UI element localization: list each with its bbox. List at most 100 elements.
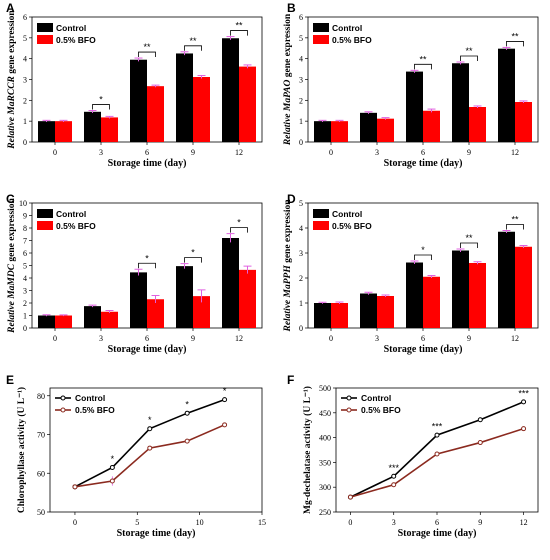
panel-letter: F xyxy=(287,373,294,387)
bar-control xyxy=(498,231,515,328)
x-tick-label: 0 xyxy=(348,518,352,527)
bar-bfo xyxy=(423,276,440,328)
y-tick-label: 500 xyxy=(319,384,331,393)
bar-bfo xyxy=(239,66,256,142)
y-tick-label: 70 xyxy=(37,431,45,440)
y-axis-label-rest: gene expression xyxy=(7,197,17,264)
significance-label: * xyxy=(421,245,425,255)
data-point xyxy=(434,432,440,438)
y-tick-label: 2 xyxy=(299,96,303,105)
panel-letter: E xyxy=(6,373,14,387)
bar-control xyxy=(38,315,55,328)
bar-bfo xyxy=(101,311,118,328)
x-tick-label: 9 xyxy=(467,148,471,157)
data-point xyxy=(184,410,190,416)
significance-label: *** xyxy=(432,422,443,432)
data-point xyxy=(391,473,397,479)
bar-control xyxy=(498,48,515,142)
data-point xyxy=(477,417,483,423)
y-axis-label-unit: (U L⁻¹) xyxy=(302,386,313,416)
legend-label: Control xyxy=(56,23,86,33)
significance-bracket xyxy=(92,104,110,110)
bar-control xyxy=(314,121,331,142)
legend-label: 0.5% BFO xyxy=(56,221,96,231)
significance-label: * xyxy=(99,95,103,105)
significance-label: ** xyxy=(419,54,427,64)
y-axis-label-gene: Relative MaPPH xyxy=(283,265,293,333)
y-tick-label: 3 xyxy=(23,76,27,85)
x-tick-label: 12 xyxy=(235,334,243,343)
panel-e: E 50 60 70 80 0 5 10 15 * * * * Storage time (day) Chl… xyxy=(6,373,266,539)
bar-bfo xyxy=(469,107,486,142)
legend-label: Control xyxy=(332,209,362,219)
legend-label: Control xyxy=(361,393,391,403)
x-tick-label: 9 xyxy=(191,148,195,157)
data-point xyxy=(222,397,228,403)
y-axis-label: Mg-dechelatase activity (U L⁻¹) xyxy=(302,386,313,514)
y-tick-label: 2 xyxy=(23,96,27,105)
significance-bracket xyxy=(184,45,202,51)
significance-label: ** xyxy=(465,46,473,56)
x-tick-label: 3 xyxy=(375,334,379,343)
y-tick-label: 6 xyxy=(23,249,27,258)
significance-label: * xyxy=(185,400,189,410)
bar-bfo xyxy=(469,263,486,328)
x-tick-label: 3 xyxy=(99,148,103,157)
significance-bracket xyxy=(184,257,202,263)
y-tick-label: 0 xyxy=(23,138,27,147)
significance-label: ** xyxy=(511,31,519,41)
significance-label: ** xyxy=(143,42,151,52)
bar-bfo xyxy=(55,121,72,142)
x-tick-label: 12 xyxy=(235,148,243,157)
x-tick-label: 6 xyxy=(421,148,425,157)
bar-bfo xyxy=(239,269,256,328)
significance-label: * xyxy=(191,248,195,258)
x-tick-label: 15 xyxy=(258,518,266,527)
panel-f: F 250 300 350 400 450 500 0 3 6 9 12 *** *** *** Storag… xyxy=(287,373,539,539)
bar-control xyxy=(84,111,101,142)
y-tick-label: 3 xyxy=(299,76,303,85)
y-tick-label: 10 xyxy=(19,199,27,208)
significance-label: *** xyxy=(518,388,529,398)
x-tick-label: 0 xyxy=(329,148,333,157)
legend-swatch-bfo xyxy=(313,35,329,44)
significance-bracket xyxy=(414,254,432,260)
x-tick-label: 3 xyxy=(392,518,396,527)
y-tick-label: 5 xyxy=(299,34,303,43)
panel-letter: C xyxy=(6,192,15,206)
x-tick-label: 6 xyxy=(435,518,439,527)
series-line-control xyxy=(350,401,524,498)
significance-label: *** xyxy=(388,463,399,473)
x-tick-label: 9 xyxy=(478,518,482,527)
legend-marker xyxy=(60,407,66,413)
y-tick-label: 450 xyxy=(319,409,331,418)
significance-label: * xyxy=(145,253,149,263)
legend-label: 0.5% BFO xyxy=(332,221,372,231)
y-tick-label: 3 xyxy=(299,249,303,258)
y-tick-label: 5 xyxy=(299,199,303,208)
y-tick-label: 5 xyxy=(23,262,27,271)
y-tick-label: 3 xyxy=(23,287,27,296)
legend-label: 0.5% BFO xyxy=(332,35,372,45)
y-tick-label: 0 xyxy=(299,138,303,147)
y-axis-label-main: Chlorophyllase activity xyxy=(17,417,27,513)
bar-bfo xyxy=(147,86,164,142)
panel-letter: B xyxy=(287,1,296,15)
y-axis-label-rest: gene expression xyxy=(283,199,293,266)
bar-control xyxy=(360,293,377,328)
legend-swatch-bfo xyxy=(37,35,53,44)
y-tick-label: 2 xyxy=(23,299,27,308)
x-tick-label: 10 xyxy=(196,518,204,527)
bar-bfo xyxy=(377,296,394,328)
bar-bfo xyxy=(515,102,532,142)
y-tick-label: 2 xyxy=(299,274,303,283)
bar-control xyxy=(38,121,55,142)
bar-bfo xyxy=(193,77,210,142)
significance-label: * xyxy=(237,218,241,228)
data-point xyxy=(521,399,527,405)
legend-swatch-control xyxy=(37,209,53,218)
legend-marker xyxy=(60,395,66,401)
